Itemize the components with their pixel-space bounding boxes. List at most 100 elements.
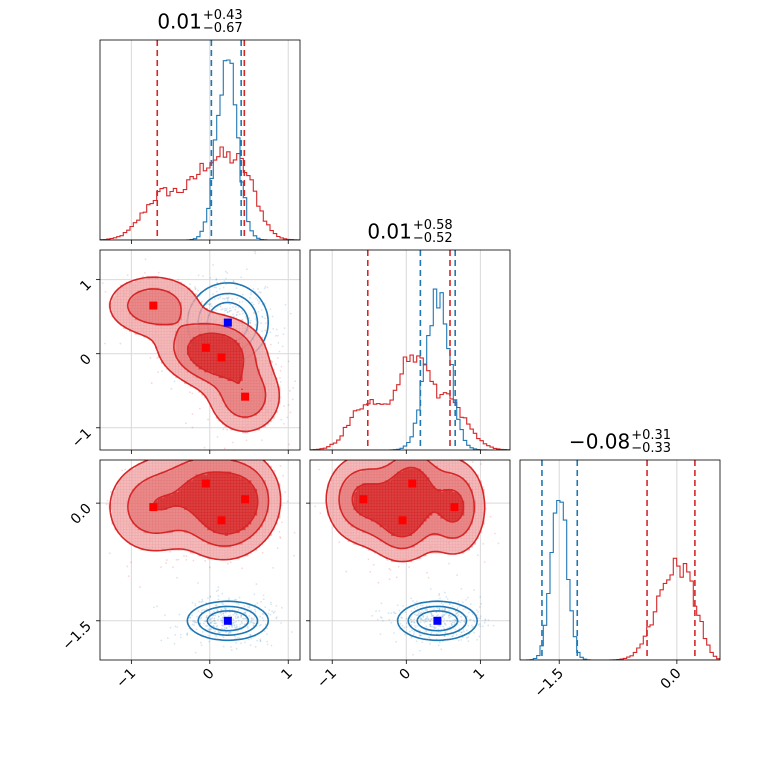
blue-sample-point — [215, 309, 217, 311]
red-density-cell — [250, 328, 255, 332]
red-density-cell — [244, 377, 249, 382]
blue-sample-point — [224, 270, 227, 273]
blue-sample-point — [260, 322, 263, 324]
red-density-cell — [152, 313, 156, 318]
red-density-cell — [271, 412, 275, 416]
red-density-cell — [166, 284, 171, 289]
blue-sample-point — [194, 651, 197, 654]
red-density-cell — [166, 339, 171, 344]
red-density-cell — [218, 363, 223, 367]
red-density-cell — [236, 357, 240, 361]
red-density-cell — [210, 345, 214, 350]
red-density-cell — [233, 394, 237, 399]
red-density-cell — [111, 305, 116, 309]
red-density-cell — [128, 299, 133, 303]
red-density-cell — [169, 290, 174, 295]
blue-sample-point — [169, 626, 172, 629]
red-density-cell — [152, 278, 156, 283]
red-density-cell — [160, 345, 165, 350]
red-density-cell — [201, 316, 205, 321]
red-sample-point — [109, 490, 112, 493]
red-density-cell — [157, 305, 162, 309]
blue-sample-point — [234, 637, 237, 640]
red-density-cell — [253, 351, 258, 355]
red-density-cell — [233, 406, 237, 411]
red-sample-point — [229, 561, 232, 564]
red-density-cell — [250, 389, 255, 393]
red-density-cell — [184, 360, 188, 364]
blue-sample-point — [191, 623, 194, 626]
red-density-cell — [152, 336, 156, 341]
blue-sample-point — [254, 318, 257, 320]
red-density-cell — [134, 480, 139, 484]
red-density-cell — [126, 477, 130, 481]
blue-sample-point — [228, 597, 230, 600]
red-density-cell — [131, 483, 136, 487]
blue-sample-point — [260, 600, 263, 603]
red-density-cell — [273, 480, 278, 484]
blue-sample-point — [223, 614, 225, 617]
red-density-cell — [227, 371, 232, 376]
red-density-cell — [123, 284, 127, 289]
red-density-cell — [152, 310, 156, 315]
red-density-cell — [268, 365, 272, 370]
blue-sample-point — [201, 300, 203, 303]
red-density-cell — [227, 316, 232, 321]
red-density-cell — [152, 334, 156, 338]
red-density-cell — [120, 491, 124, 496]
red-density-cell — [265, 409, 269, 413]
red-density-cell — [250, 392, 255, 396]
red-density-cell — [114, 290, 118, 295]
blue-sample-point — [249, 644, 252, 647]
red-density-cell — [233, 386, 237, 390]
red-density-cell — [166, 319, 171, 324]
red-density-cell — [114, 316, 118, 321]
red-density-cell — [126, 322, 130, 326]
blue-sample-point — [186, 634, 189, 636]
blue-sample-point — [222, 612, 225, 615]
blue-sample-point — [233, 621, 236, 624]
red-density-cell — [262, 377, 266, 382]
red-density-cell — [271, 494, 275, 499]
red-density-cell — [117, 302, 121, 306]
blue-sample-point — [229, 309, 231, 312]
red-sample-point — [191, 413, 194, 415]
blue-sample-point — [207, 597, 209, 600]
red-density-cell — [210, 394, 214, 399]
red-density-cell — [221, 392, 226, 396]
red-density-cell — [230, 348, 234, 353]
red-density-cell — [262, 345, 266, 350]
red-density-cell — [192, 354, 197, 358]
red-density-cell — [163, 307, 168, 312]
red-density-cell — [207, 383, 211, 387]
red-density-cell — [227, 409, 232, 413]
red-density-cell — [256, 468, 261, 473]
red-density-cell — [149, 278, 153, 283]
red-density-cell — [120, 483, 124, 487]
red-density-cell — [239, 354, 243, 358]
red-density-cell — [236, 397, 240, 402]
red-sample-point — [121, 469, 124, 472]
red-sample-point — [226, 562, 229, 565]
blue-sample-point — [249, 297, 251, 299]
red-density-cell — [210, 380, 214, 384]
red-density-cell — [227, 357, 232, 361]
red-density-cell — [181, 284, 185, 289]
red-density-cell — [256, 383, 261, 387]
red-density-cell — [230, 406, 234, 411]
red-density-cell — [195, 302, 200, 306]
red-density-cell — [239, 339, 243, 344]
blue-sample-point — [225, 611, 228, 614]
red-density-cell — [215, 409, 220, 413]
red-sample-point — [103, 342, 106, 345]
red-density-cell — [244, 334, 249, 338]
red-sample-point — [301, 536, 303, 538]
red-density-cell — [189, 336, 194, 341]
red-density-cell — [134, 468, 139, 473]
red-density-cell — [247, 374, 252, 379]
red-density-cell — [131, 287, 136, 292]
red-density-cell — [140, 477, 145, 481]
red-density-cell — [253, 406, 258, 411]
red-density-cell — [120, 500, 124, 505]
red-density-cell — [178, 310, 182, 315]
